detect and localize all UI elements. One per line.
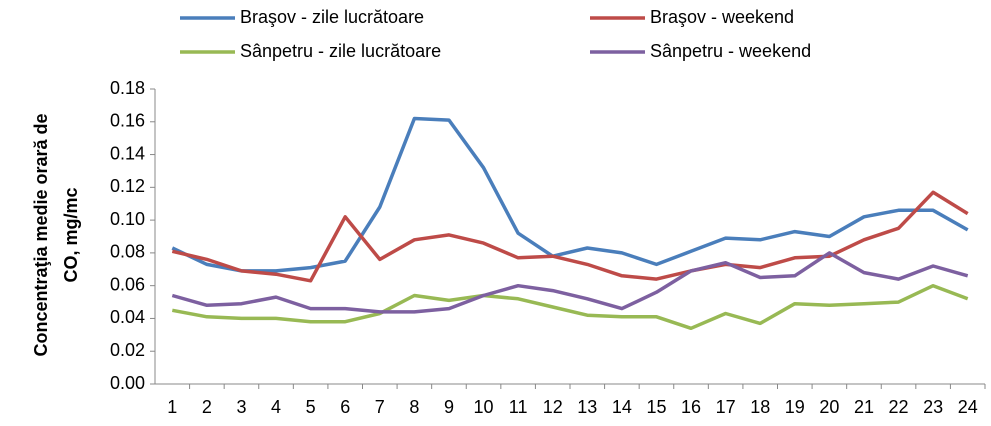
x-tick-label: 11 — [509, 397, 528, 417]
y-tick-label: 0.04 — [110, 307, 145, 327]
y-tick-label: 0.00 — [110, 373, 145, 393]
y-tick-label: 0.12 — [110, 176, 145, 196]
legend-label: Braşov - weekend — [650, 7, 794, 27]
x-tick-label: 17 — [716, 397, 736, 417]
y-tick-label: 0.06 — [110, 274, 145, 294]
x-tick-label: 23 — [923, 397, 943, 417]
legend-label: Braşov - zile lucrătoare — [240, 7, 424, 27]
x-tick-label: 9 — [444, 397, 454, 417]
x-tick-label: 14 — [612, 397, 632, 417]
y-tick-label: 0.08 — [110, 242, 145, 262]
series-line — [171, 283, 969, 331]
x-tick-label: 15 — [646, 397, 666, 417]
legend-label: Sânpetru - zile lucrătoare — [240, 41, 441, 61]
x-tick-label: 6 — [340, 397, 350, 417]
x-tick-label: 2 — [202, 397, 212, 417]
x-tick-label: 24 — [958, 397, 978, 417]
y-tick-label: 0.02 — [110, 340, 145, 360]
y-tick-label: 0.16 — [110, 111, 145, 131]
y-tick-label: 0.14 — [110, 143, 145, 163]
x-tick-label: 12 — [543, 397, 563, 417]
y-tick-label: 0.10 — [110, 209, 145, 229]
x-tick-label: 19 — [785, 397, 805, 417]
x-tick-label: 5 — [306, 397, 316, 417]
y-axis-label: Concentraţia medie orară de — [31, 113, 51, 356]
x-tick-label: 16 — [681, 397, 701, 417]
series-line — [171, 190, 969, 283]
x-tick-label: 8 — [409, 397, 419, 417]
x-tick-label: 21 — [854, 397, 874, 417]
series-line — [171, 251, 969, 314]
x-tick-label: 3 — [236, 397, 246, 417]
y-axis-label: CO, mg/mc — [61, 187, 81, 282]
series-line — [171, 116, 969, 273]
x-tick-label: 18 — [750, 397, 770, 417]
x-tick-label: 1 — [167, 397, 177, 417]
legend-label: Sânpetru - weekend — [650, 41, 811, 61]
x-tick-label: 10 — [474, 397, 494, 417]
x-tick-label: 7 — [375, 397, 385, 417]
x-tick-label: 20 — [819, 397, 839, 417]
y-tick-label: 0.18 — [110, 78, 145, 98]
x-tick-label: 4 — [271, 397, 281, 417]
x-tick-label: 22 — [889, 397, 909, 417]
x-tick-label: 13 — [577, 397, 597, 417]
